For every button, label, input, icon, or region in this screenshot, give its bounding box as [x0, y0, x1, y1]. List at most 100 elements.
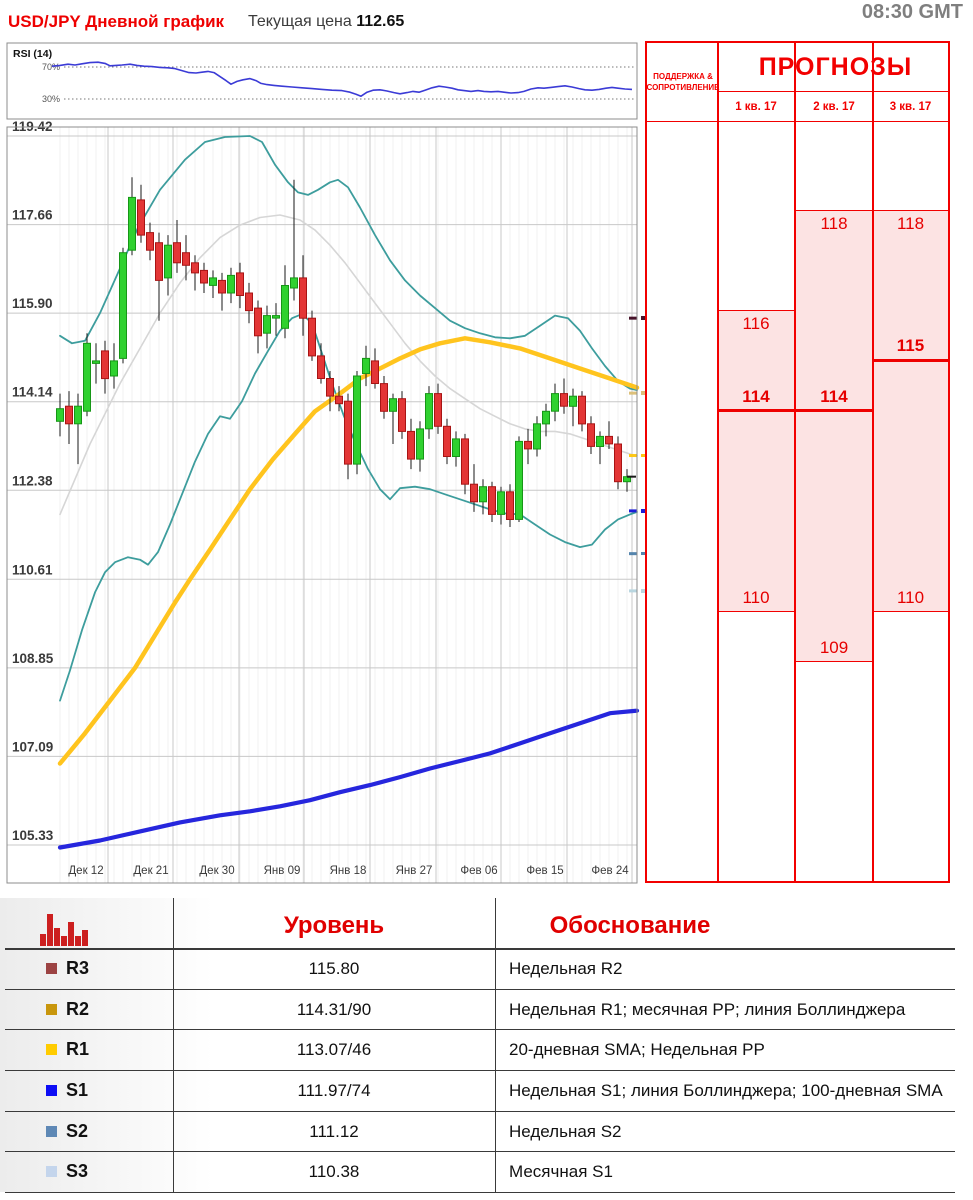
forecast-quarter-2: 2 кв. 17 [813, 101, 855, 113]
y-axis-label: 108.85 [12, 651, 54, 666]
candle-down [461, 438, 469, 485]
forecast-pivot-q2: 114 [820, 386, 848, 406]
forecast-panel: 116 114 110 118 114 109 118 115 110 ПОДДЕРЖКА & … [645, 41, 950, 883]
forecast-pivot-line-q2 [795, 409, 873, 413]
candle-down [173, 242, 181, 264]
candle-down [587, 423, 595, 447]
candle-down [614, 443, 622, 483]
candle-up [164, 244, 172, 279]
timestamp: 08:30 GMT [861, 1, 963, 23]
rsi-threshold-label: 30% [42, 94, 60, 104]
column-header-level: Уровень [283, 912, 385, 939]
level-value: 111.12 [309, 1121, 359, 1141]
level-swatch [46, 1003, 57, 1015]
divider [495, 898, 496, 1192]
level-swatch [46, 1166, 57, 1178]
candle-down [65, 405, 73, 425]
divider [5, 1029, 955, 1031]
candle-up [92, 360, 100, 364]
candle-up [362, 357, 370, 374]
candle-down [326, 378, 334, 397]
forecast-low-q2: 109 [819, 638, 849, 658]
divider [5, 1110, 955, 1112]
candle-up [56, 408, 64, 422]
column-header-reason: Обоснование [549, 912, 711, 939]
x-axis-label: Дек 21 [133, 865, 168, 877]
candle-up [551, 393, 559, 412]
forecast-low-q3: 110 [896, 588, 925, 607]
forecast-quarter-1: 1 кв. 17 [735, 101, 777, 113]
level-value: 114.31/90 [296, 999, 372, 1019]
candle-down [605, 435, 613, 445]
table-row-s2: S2 111.12 Недельная S2 [0, 1111, 973, 1152]
candle-down [317, 355, 325, 379]
divider [872, 43, 874, 881]
candle-down [578, 395, 586, 425]
candle-down [254, 307, 262, 337]
table-row-s1: S1 111.97/74 Недельная S1; линия Боллиндже… [0, 1070, 973, 1111]
candle-up [74, 405, 82, 425]
candle-up [425, 393, 433, 430]
forecast-high-q2: 118 [820, 213, 848, 233]
current-price-label: Текущая цена [248, 13, 352, 30]
forecast-range-q1 [717, 310, 795, 612]
candle-down [137, 199, 145, 236]
divider [5, 1151, 955, 1153]
candle-down [506, 491, 514, 520]
candle-up [290, 277, 298, 289]
page-title: USD/JPY Дневной график [8, 12, 225, 31]
candle-up [272, 315, 280, 319]
candle-down [245, 292, 253, 312]
candle-down [443, 425, 451, 457]
divider [173, 898, 174, 1192]
candle-down [407, 430, 415, 460]
level-value: 113.07/46 [296, 1040, 372, 1060]
candle-up [497, 491, 505, 515]
candle-down [560, 393, 568, 407]
candle-up [389, 398, 397, 412]
candle-down [101, 350, 109, 380]
rsi-threshold-label: 70% [42, 62, 60, 72]
x-axis-label: Дек 12 [68, 865, 103, 877]
candle-up [83, 342, 91, 412]
candle-up [452, 438, 460, 457]
candle-up [596, 435, 604, 447]
y-axis-label: 115.90 [12, 296, 53, 311]
forecast-range-q3 [873, 209, 948, 613]
candle-up [515, 440, 523, 520]
forecast-pivot-q1: 114 [742, 386, 770, 406]
x-axis-label: Фев 15 [526, 865, 563, 877]
rsi-line [51, 61, 633, 97]
levels-table: Уровень Обоснование R3 115.80 Недельная R2… [0, 898, 973, 1193]
forecast-pivot-line-q1 [717, 409, 795, 413]
rsi-panel-border [6, 42, 638, 120]
sma-100-blue [57, 708, 640, 850]
divider [717, 43, 719, 881]
divider [5, 948, 955, 950]
bar-chart-icon [40, 903, 88, 946]
sma-gold [57, 336, 640, 766]
level-name: S2 [66, 1120, 89, 1141]
level-value: 111.97/74 [297, 1081, 371, 1100]
x-axis-label: Фев 24 [591, 865, 629, 877]
x-axis-label: Дек 30 [199, 865, 234, 877]
candle-down [191, 262, 199, 274]
candle-up [209, 277, 217, 286]
candle-down [155, 242, 163, 281]
chart-border [6, 126, 638, 884]
candle-up [542, 410, 550, 425]
level-name: S3 [66, 1161, 89, 1182]
level-name: R2 [66, 998, 90, 1019]
table-row-r2: R2 114.31/90 Недельная R1; месячная PP; ли… [0, 989, 973, 1030]
table-row-r3: R3 115.80 Недельная R2 [0, 948, 973, 989]
candle-down [398, 398, 406, 432]
candle-down [308, 317, 316, 357]
level-reason: Недельная R2 [509, 959, 623, 978]
candle-up [263, 315, 271, 334]
y-axis-label: 107.09 [12, 739, 53, 754]
forecast-body: 116 114 110 118 114 109 118 115 110 [647, 43, 948, 881]
level-swatch [46, 1085, 57, 1096]
x-axis-label: Янв 09 [264, 865, 301, 877]
forecast-title: ПРОГНОЗЫ [758, 53, 913, 81]
y-axis-label: 117.66 [12, 208, 53, 223]
